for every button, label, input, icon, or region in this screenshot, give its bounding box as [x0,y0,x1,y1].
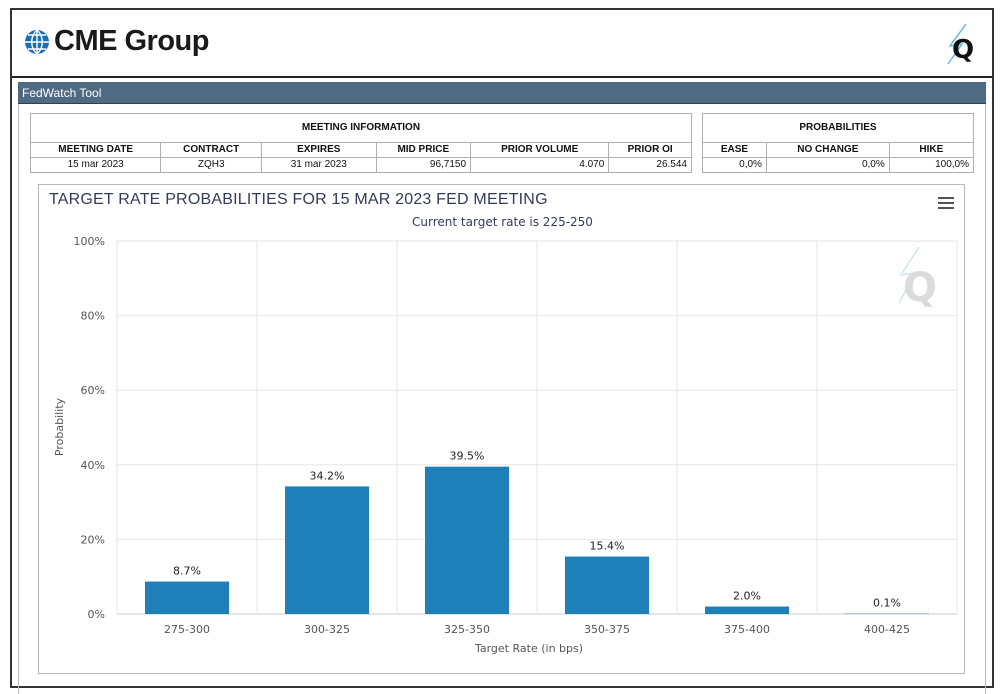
hike-value: 100,0% [889,158,973,173]
globe-icon [24,29,50,55]
table-row: 15 mar 2023 ZQH3 31 mar 2023 96,7150 4.0… [31,158,692,173]
data-label: 8.7% [173,565,201,578]
data-label: 34.2% [310,469,345,482]
col-expires: EXPIRES [262,143,376,158]
x-tick-label: 375-400 [724,623,770,636]
mid-price-value: 96,7150 [376,158,471,173]
bar[interactable] [145,582,229,614]
prior-oi-value: 26.544 [609,158,692,173]
probabilities-header: PROBABILITIES [703,114,974,143]
bar[interactable] [565,557,649,614]
probabilities-table: PROBABILITIES EASE NO CHANGE HIKE 0,0% 0… [702,113,974,173]
header: CME Group Q [12,10,992,78]
x-tick-label: 275-300 [164,623,210,636]
meeting-info-table: MEETING INFORMATION MEETING DATE CONTRAC… [30,113,692,173]
prior-volume-value: 4.070 [471,158,609,173]
meeting-date-value: 15 mar 2023 [31,158,161,173]
col-contract: CONTRACT [161,143,262,158]
x-axis-label: Target Rate (in bps) [474,642,583,655]
bar[interactable] [285,486,369,614]
col-prior-volume: PRIOR VOLUME [471,143,609,158]
cme-logo[interactable]: CME Group [24,25,209,58]
data-label: 2.0% [733,590,761,603]
no-change-value: 0,0% [766,158,889,173]
bar-chart: Q 0% 20% 40% 60% 80% 100% 8.7% 275-300 34.2% 300-… [39,185,964,673]
y-tick-label: 0% [88,608,105,621]
chart-container: TARGET RATE PROBABILITIES FOR 15 MAR 202… [38,184,965,674]
brand-name: CME Group [54,25,209,58]
col-prior-oi: PRIOR OI [609,143,692,158]
x-tick-label: 325-350 [444,623,490,636]
svg-text:Q: Q [952,35,974,65]
data-label: 39.5% [450,450,485,463]
quikstrike-q-icon: Q [942,22,978,66]
data-label: 0.1% [873,597,901,610]
col-meeting-date: MEETING DATE [31,143,161,158]
data-label: 15.4% [590,540,625,553]
y-tick-label: 80% [81,310,105,323]
x-tick-label: 300-325 [304,623,350,636]
x-tick-label: 400-425 [864,623,910,636]
y-tick-label: 40% [81,459,105,472]
meeting-info-header: MEETING INFORMATION [31,114,692,143]
contract-value: ZQH3 [161,158,262,173]
x-tick-label: 350-375 [584,623,630,636]
col-no-change: NO CHANGE [766,143,889,158]
quikstrike-watermark-icon: Q [899,247,937,311]
col-ease: EASE [703,143,767,158]
svg-text:Q: Q [903,265,937,311]
col-hike: HIKE [889,143,973,158]
tool-title-bar: FedWatch Tool [18,82,986,104]
y-tick-label: 100% [74,235,105,248]
y-tick-label: 20% [81,533,105,546]
bar[interactable] [705,607,789,614]
bar[interactable] [425,467,509,614]
expires-value: 31 mar 2023 [262,158,376,173]
y-axis-label: Probability [53,397,66,456]
y-tick-label: 60% [81,384,105,397]
col-mid-price: MID PRICE [376,143,471,158]
ease-value: 0,0% [703,158,767,173]
table-row: 0,0% 0,0% 100,0% [703,158,974,173]
